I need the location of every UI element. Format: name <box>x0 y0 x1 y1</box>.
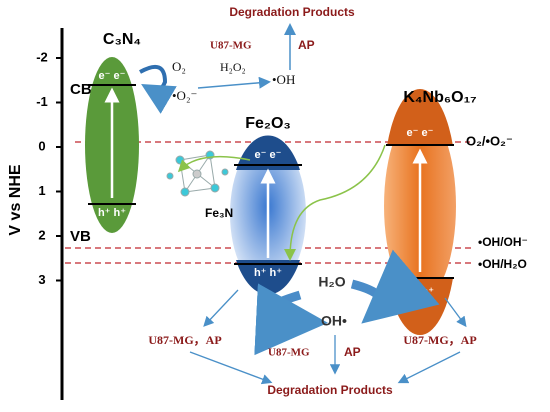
cell-label: U87-MG，AP <box>148 333 221 347</box>
potential-label: •OH/H₂O <box>478 257 527 271</box>
axis: V vs NHE CB VB -2 -1 0 1 2 3 <box>7 28 92 400</box>
k4nb6o17-label: K₄Nb₆O₁₇ <box>403 89 476 106</box>
tick-label: 1 <box>38 183 45 198</box>
tick-label: -2 <box>36 49 48 64</box>
cell-label: U87-MG <box>210 40 252 52</box>
species: H₂O <box>318 274 345 290</box>
species: OH• <box>321 313 347 329</box>
products-label: Degradation Products <box>229 5 355 19</box>
ap-label: AP <box>298 38 315 52</box>
tick-label: 2 <box>38 227 45 242</box>
species: •O₂⁻ <box>172 88 197 103</box>
electrons: e⁻ e⁻ <box>407 127 434 139</box>
fe2o3-label: Fe₂O₃ <box>245 115 291 132</box>
species: •OH <box>272 72 295 87</box>
products-label: Degradation Products <box>267 383 393 397</box>
cb-label: CB <box>70 81 92 98</box>
fe3n-crystal <box>166 150 229 197</box>
tick-label: -1 <box>36 94 48 109</box>
holes: h⁺ h⁺ <box>98 207 126 219</box>
tick-label: 3 <box>38 272 45 287</box>
cell-label: U87-MG <box>268 347 310 359</box>
species: H₂O₂ <box>220 60 246 74</box>
axis-label: V vs NHE <box>7 164 24 235</box>
holes: h⁺ h⁺ <box>254 267 282 279</box>
vb-label: VB <box>70 228 91 245</box>
potential-label: •OH/OH⁻ <box>478 235 528 249</box>
electrons: e⁻ e⁻ <box>99 70 126 82</box>
fe3n-label: Fe₃N <box>205 206 233 220</box>
potential-label: O₂/•O₂⁻ <box>466 133 513 148</box>
ap-label: AP <box>344 345 361 359</box>
holes: h⁺ h⁺ <box>406 286 434 298</box>
c3n4-label: C₃N₄ <box>103 31 141 48</box>
tick-label: 0 <box>38 138 45 153</box>
species: O₂ <box>172 59 186 74</box>
electrons: e⁻ e⁻ <box>255 149 282 161</box>
cell-label: U87-MG，AP <box>403 333 476 347</box>
